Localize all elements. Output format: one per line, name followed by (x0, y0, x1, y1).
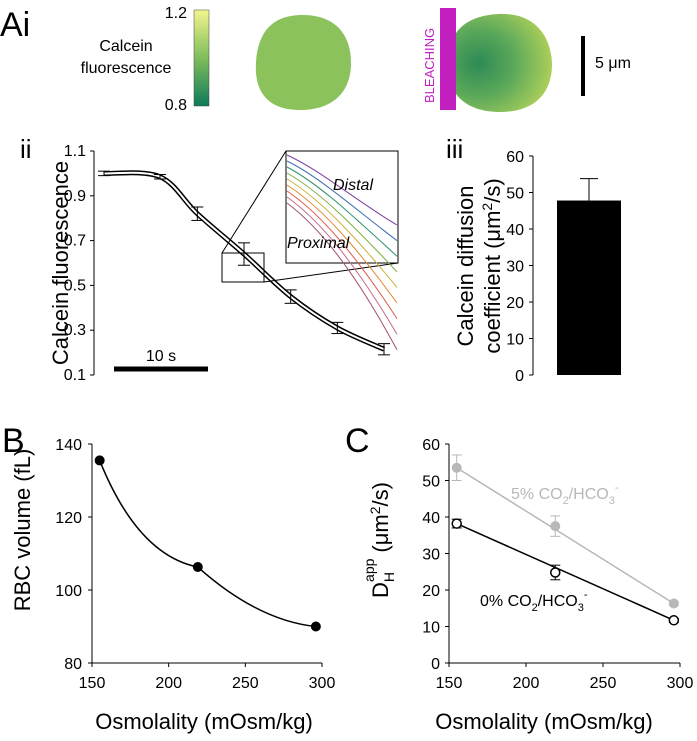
b-ylabel: RBC volume (fL) (10, 449, 35, 612)
c-x-tick-label: 300 (667, 675, 694, 692)
aii-time-scale-label: 10 s (146, 348, 176, 365)
aiii-y-tick-label: 60 (506, 149, 524, 166)
cell-image-after (447, 13, 552, 113)
aii-inset-trace (286, 190, 398, 319)
b-data-point (192, 562, 203, 573)
b-data-point (310, 621, 321, 632)
aii-y-tick-label: 0.3 (64, 322, 86, 339)
panel-label-c: C (345, 422, 370, 460)
c-series-5pct-point (668, 598, 679, 609)
c-axes: 0 10 20 30 40 50 60 150 200 250 300 (422, 437, 693, 692)
aiii-y-tick-label: 0 (515, 368, 524, 385)
b-fit-curve (98, 460, 316, 628)
colorbar-max-label: 1.2 (165, 5, 187, 22)
c-y-tick-label: 40 (422, 510, 440, 527)
b-x-tick-label: 150 (79, 675, 106, 692)
aii-inset-trace (286, 196, 398, 335)
aii-ylabel: Calcein fluorescence (48, 161, 73, 365)
aii-plot-area (98, 170, 390, 356)
c-plot-area (451, 454, 680, 626)
c-y-tick-label: 20 (422, 583, 440, 600)
c-series-5pct-fit-line (456, 467, 675, 605)
cell-image-before (255, 14, 352, 110)
c-x-tick-label: 200 (513, 675, 540, 692)
aii-inset-trace (286, 154, 398, 226)
c-ylabel: DHapp(μm2/s) (361, 482, 397, 598)
colorbar-min-label: 0.8 (165, 97, 187, 114)
aii-y-tick-label: 1.1 (64, 143, 86, 160)
colorbar (193, 9, 210, 107)
aiii-ylabel-line2: coefficient (μm2/s) (479, 178, 505, 353)
scale-bar-label: 5 μm (595, 55, 631, 72)
c-y-tick-label: 0 (431, 656, 440, 673)
aiii-y-tick-label: 20 (506, 295, 524, 312)
aii-y-tick-label: 0.1 (64, 367, 86, 384)
b-axes: 80 100 120 140 150 200 250 300 (55, 437, 335, 692)
b-data-point (94, 455, 105, 466)
b-x-tick-label: 250 (232, 675, 259, 692)
aii-inset-trace (286, 172, 398, 273)
aiii-y-tick-label: 30 (506, 259, 524, 276)
c-y-tick-label: 30 (422, 547, 440, 564)
aii-y-tick-label: 0.9 (64, 188, 86, 205)
c-x-tick-label: 250 (590, 675, 617, 692)
b-x-tick-label: 300 (309, 675, 336, 692)
c-y-tick-label: 50 (422, 474, 440, 491)
c-series-label-0pct: 0% CO2/HCO3- (480, 589, 588, 614)
aii-inset-distal-label: Distal (333, 177, 373, 194)
aii-inset-trace (286, 160, 398, 241)
aiii-y-tick-label: 50 (506, 186, 524, 203)
c-xlabel: Osmolality (mOsm/kg) (435, 709, 653, 734)
aii-y-axis: 0.1 0.3 0.5 0.7 0.9 1.1 (64, 143, 95, 384)
b-xlabel: Osmolality (mOsm/kg) (95, 709, 313, 734)
c-x-tick-label: 150 (436, 675, 463, 692)
c-series-0pct-point (451, 518, 462, 529)
b-x-tick-label: 200 (155, 675, 182, 692)
c-series-5pct-point (550, 521, 561, 532)
colorbar-label-line2: fluorescence (81, 60, 172, 77)
b-y-tick-label: 100 (55, 583, 82, 600)
panel-label-aii: ii (20, 134, 32, 164)
aiii-y-tick-label: 10 (506, 332, 524, 349)
aii-inset-trace (286, 166, 398, 257)
aiii-plot-area (557, 178, 621, 375)
bleaching-label: BLEACHING (422, 28, 437, 103)
colorbar-label-line1: Calcein (99, 38, 152, 55)
aii-y-tick-label: 0.5 (64, 277, 86, 294)
b-plot-area (94, 455, 321, 632)
aiii-y-tick-label: 40 (506, 222, 524, 239)
c-series-0pct-point (550, 567, 561, 578)
aiii-ylabel-line1: Calcein diffusion (453, 185, 478, 346)
panel-label-ai: Ai (0, 6, 30, 44)
aii-zoom-connector (263, 262, 399, 283)
aii-zoom-connector (221, 150, 287, 254)
panel-label-aiii: iii (446, 134, 463, 164)
aii-inset-trace (286, 184, 398, 304)
aiii-y-axis: 0 10 20 30 40 50 60 (506, 149, 534, 385)
b-y-tick-label: 80 (64, 656, 82, 673)
aii-inset-proximal-label: Proximal (287, 235, 350, 252)
panel-label-b: B (2, 422, 25, 460)
b-y-tick-label: 120 (55, 510, 82, 527)
b-y-tick-label: 140 (55, 437, 82, 454)
c-y-tick-label: 60 (422, 437, 440, 454)
c-series-5pct-point (451, 462, 462, 473)
aii-y-tick-label: 0.7 (64, 233, 86, 250)
c-series-label-5pct: 5% CO2/HCO3- (511, 482, 619, 507)
aii-inset-trace (286, 202, 398, 351)
aii-inset-trace (286, 178, 398, 288)
aii-inset-traces (286, 154, 398, 351)
bleaching-bar (440, 8, 456, 110)
c-series-0pct-point (668, 615, 680, 626)
aiii-bar (557, 200, 621, 375)
c-series-0pct-fit-line (456, 522, 675, 621)
c-y-tick-label: 10 (422, 620, 440, 637)
aii-zoom-box (221, 252, 265, 283)
